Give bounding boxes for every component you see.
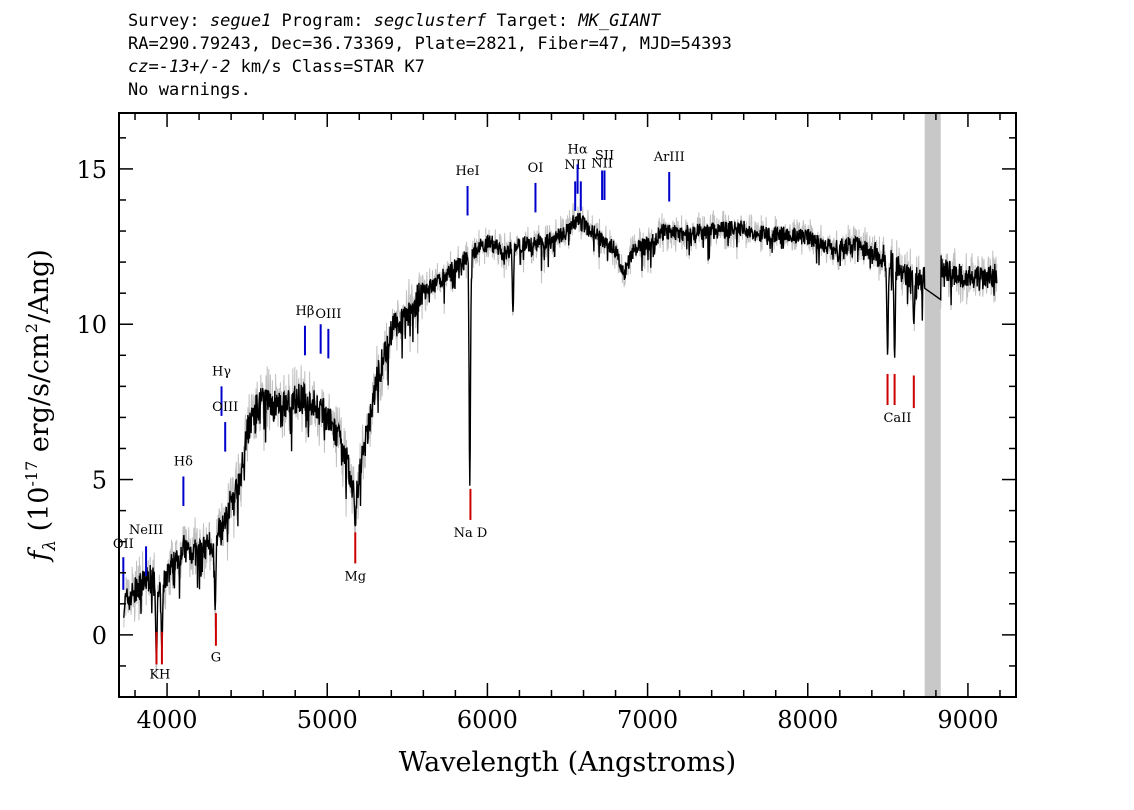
- axis-ticks: 4000 5000 6000 7000 8000 9000 0 5 10 15: [76, 113, 1016, 734]
- survey-label: Survey:: [128, 11, 210, 31]
- emission-line-label: OIII: [315, 307, 341, 322]
- target-label: Target:: [486, 11, 579, 31]
- y-label-exp2: 2: [22, 323, 41, 333]
- flux-error-band: [123, 203, 998, 678]
- absorption-label-mg: Mg: [344, 570, 366, 585]
- cz-label: cz=: [128, 57, 159, 77]
- header-line-warnings: No warnings.: [128, 80, 251, 100]
- header-line-coords: RA=290.79243, Dec=36.73369, Plate=2821, …: [128, 34, 732, 54]
- y-axis-label: fλ (10-17 erg/s/cm2/Ang): [22, 249, 60, 563]
- masked-region: [924, 113, 941, 697]
- emission-line-label: OII: [113, 537, 134, 552]
- emission-line-label: OIII: [212, 400, 238, 415]
- plot-frame: [118, 112, 1017, 698]
- emission-line-label: Hδ: [174, 455, 193, 470]
- x-tick-label: 4000: [137, 706, 198, 734]
- x-tick-label: 9000: [937, 706, 998, 734]
- x-tick-label: 5000: [297, 706, 358, 734]
- program-label: Program:: [271, 11, 374, 31]
- x-tick-label: 7000: [617, 706, 678, 734]
- emission-line-label: OI: [528, 161, 544, 176]
- y-tick-label: 15: [76, 156, 107, 184]
- cz-value: -13+/-2: [158, 57, 231, 77]
- y-label-exp: -17: [22, 461, 41, 487]
- spectrum-header: Survey: segue1 Program: segclusterf Targ…: [128, 10, 732, 102]
- emission-line-label: Hβ: [296, 304, 315, 319]
- emission-line-label: NII: [591, 156, 613, 171]
- emission-line-label: ArIII: [653, 150, 685, 165]
- program-value: segclusterf: [373, 11, 487, 31]
- header-line-redshift: cz=-13+/-2 km/s Class=STAR K7: [128, 56, 732, 79]
- y-label-end: /Ang): [24, 249, 55, 323]
- y-tick-label: 5: [92, 467, 107, 495]
- survey-value: segue1: [209, 11, 272, 31]
- header-line-survey: Survey: segue1 Program: segclusterf Targ…: [128, 10, 732, 33]
- absorption-label-nad: Na D: [454, 526, 488, 541]
- class-text: km/s Class=STAR K7: [230, 57, 425, 77]
- y-label-units: erg/s/cm: [24, 333, 55, 461]
- emission-line-label: NeIII: [129, 523, 163, 538]
- absorption-label-caii: CaII: [883, 411, 911, 426]
- x-axis-label: Wavelength (Angstroms): [399, 747, 736, 778]
- y-tick-label: 0: [92, 622, 107, 650]
- y-tick-label: 10: [76, 311, 107, 339]
- x-tick-label: 6000: [457, 706, 518, 734]
- absorption-label-kh: KH: [149, 667, 170, 682]
- x-tick-label: 8000: [777, 706, 838, 734]
- target-value: MK_GIANT: [578, 11, 661, 31]
- emission-line-label: HeI: [455, 164, 479, 179]
- emission-line-label: SII: [595, 149, 614, 164]
- y-label-lambda: λ: [40, 540, 60, 552]
- emission-line-label: Hα: [568, 142, 588, 157]
- emission-line-label: Hγ: [212, 364, 231, 379]
- emission-line-label: NII: [564, 158, 586, 173]
- flux-spectrum-line: [123, 212, 998, 659]
- y-label-open: (10: [24, 487, 55, 540]
- absorption-label-g: G: [211, 650, 221, 665]
